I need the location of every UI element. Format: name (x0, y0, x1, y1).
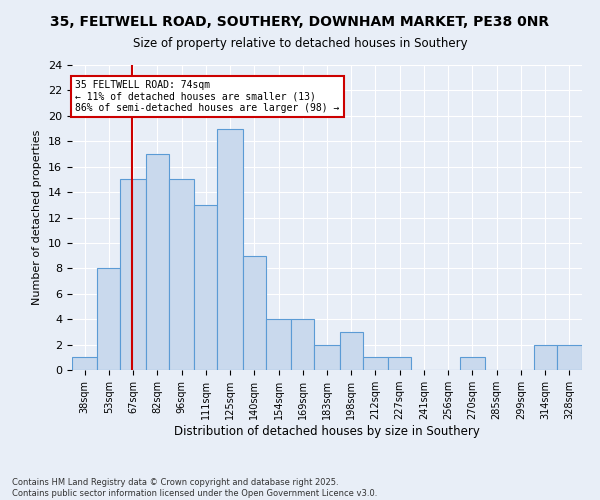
Bar (97, 268, 121, 370)
Bar (146, 154, 169, 370)
Y-axis label: Number of detached properties: Number of detached properties (32, 130, 43, 305)
Text: 35, FELTWELL ROAD, SOUTHERY, DOWNHAM MARKET, PE38 0NR: 35, FELTWELL ROAD, SOUTHERY, DOWNHAM MAR… (50, 15, 550, 29)
Bar (388, 358, 412, 370)
Bar (72, 358, 97, 370)
Bar (169, 180, 194, 370)
Text: Size of property relative to detached houses in Southery: Size of property relative to detached ho… (133, 38, 467, 51)
Bar (533, 344, 557, 370)
Bar (460, 358, 485, 370)
Bar (557, 344, 582, 370)
Bar (217, 128, 242, 370)
Text: Contains HM Land Registry data © Crown copyright and database right 2025.
Contai: Contains HM Land Registry data © Crown c… (12, 478, 377, 498)
Bar (121, 180, 146, 370)
Bar (363, 358, 388, 370)
Text: 35 FELTWELL ROAD: 74sqm
← 11% of detached houses are smaller (13)
86% of semi-de: 35 FELTWELL ROAD: 74sqm ← 11% of detache… (76, 80, 340, 114)
Bar (291, 319, 314, 370)
Bar (242, 256, 266, 370)
X-axis label: Distribution of detached houses by size in Southery: Distribution of detached houses by size … (174, 425, 480, 438)
Bar (266, 319, 291, 370)
Bar (314, 344, 340, 370)
Bar (340, 332, 363, 370)
Bar (194, 205, 217, 370)
